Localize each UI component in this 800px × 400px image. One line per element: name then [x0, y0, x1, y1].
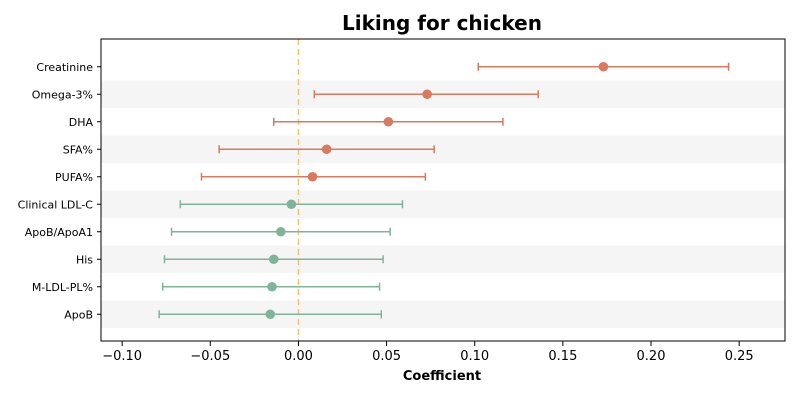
x-axis-ticks: −0.10 −0.05 0.00 0.05 0.10 0.15 0.20 0.25 — [102, 341, 754, 364]
y-tick-label: ApoB/ApoA1 — [25, 226, 93, 239]
x-tick-label: −0.05 — [190, 349, 230, 364]
y-tick-label: DHA — [69, 116, 94, 129]
point-estimate — [265, 309, 276, 320]
x-tick-label: 0.25 — [725, 349, 754, 364]
y-tick-label: PUFA% — [55, 171, 93, 184]
y-tick-label: Clinical LDL-C — [18, 198, 94, 211]
point-estimate — [286, 199, 297, 210]
y-tick-label: Omega-3% — [32, 88, 93, 101]
point-estimate — [267, 281, 277, 292]
row-stripe — [101, 135, 785, 163]
point-estimate — [321, 144, 332, 155]
y-tick-label: M-LDL-PL% — [32, 281, 93, 294]
point-estimates — [265, 61, 609, 320]
y-tick-label: His — [76, 253, 93, 266]
y-tick-label: Creatinine — [36, 61, 93, 74]
x-tick-label: −0.10 — [102, 349, 142, 364]
point-estimate — [307, 171, 318, 182]
x-tick-label: 0.20 — [637, 349, 666, 364]
y-tick-label: ApoB — [64, 308, 93, 321]
point-estimate — [276, 226, 286, 237]
point-estimate — [598, 61, 609, 72]
x-tick-label: 0.15 — [548, 349, 577, 364]
plot-frame — [100, 38, 786, 342]
chart-title: Liking for chicken — [342, 11, 542, 35]
point-estimate — [422, 89, 432, 100]
y-tick-label: SFA% — [63, 143, 93, 156]
x-axis-label: Coefficient — [403, 369, 481, 384]
x-tick-label: 0.05 — [372, 349, 401, 364]
point-estimate — [268, 254, 279, 265]
x-tick-label: 0.00 — [284, 349, 313, 364]
x-tick-label: 0.10 — [460, 349, 489, 364]
y-axis-ticks: Creatinine Omega-3% DHA SFA% PUFA% Clinical L… — [18, 61, 101, 321]
point-estimate — [383, 116, 394, 127]
